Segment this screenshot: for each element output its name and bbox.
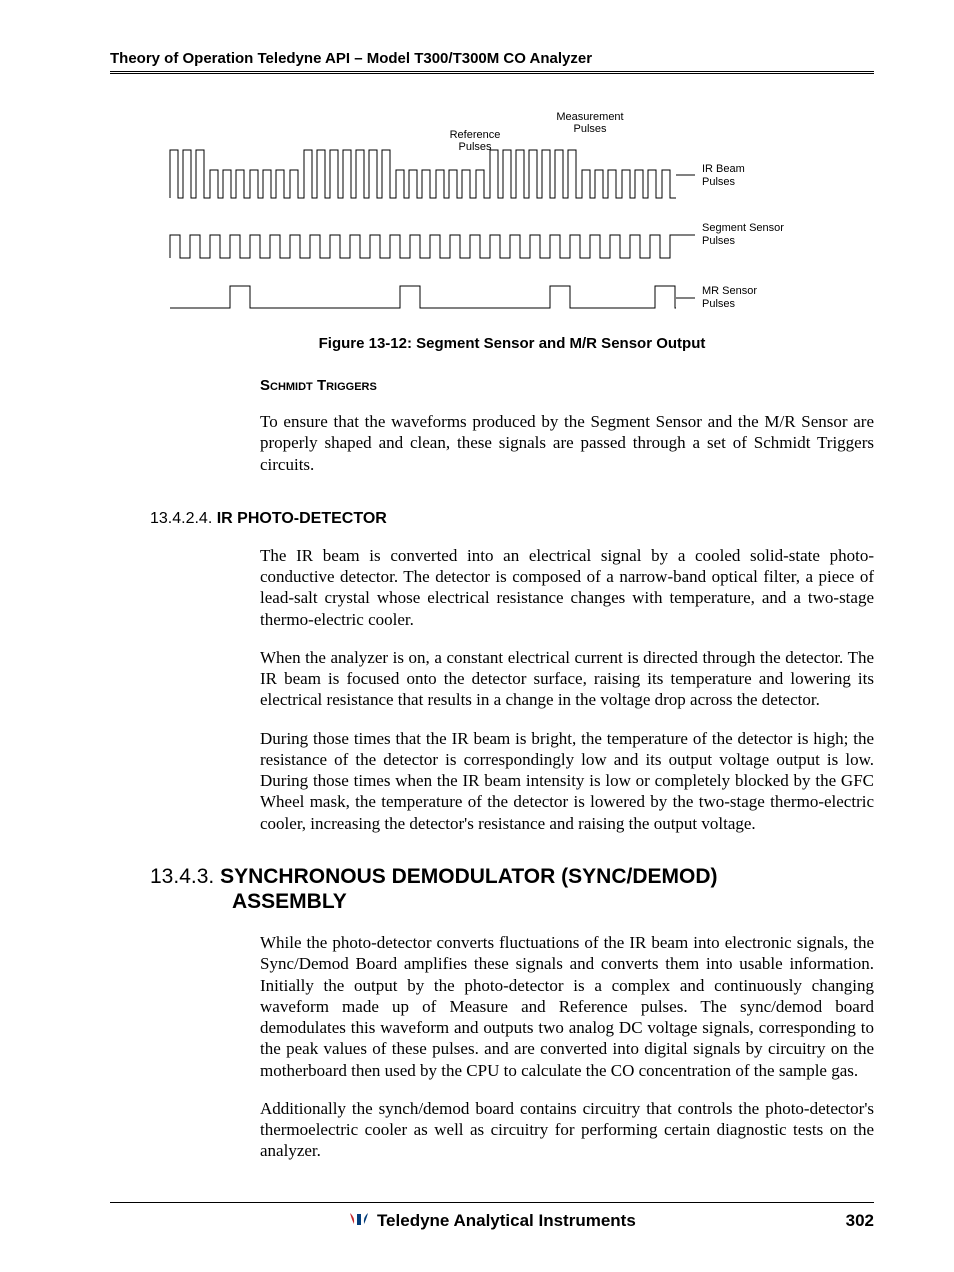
segment-sensor-label: Segment Sensor — [702, 222, 784, 234]
reference-pulses-label: Reference — [450, 129, 501, 141]
figure-caption: Figure 13-12: Segment Sensor and M/R Sen… — [150, 335, 874, 352]
mr-sensor-waveform — [170, 286, 676, 308]
measurement-pulses-label: Measurement — [556, 111, 623, 123]
photodetector-p1: The IR beam is converted into an electri… — [260, 545, 874, 630]
footer-line: Teledyne Analytical Instruments 302 — [110, 1211, 874, 1232]
section-number: 13.4.3. — [150, 865, 214, 888]
measurement-pulses-label2: Pulses — [573, 123, 607, 135]
footer-brand: Teledyne Analytical Instruments — [377, 1211, 636, 1230]
mr-sensor-label2: Pulses — [702, 298, 736, 310]
schmidt-triggers-heading: Schmidt Triggers — [260, 377, 874, 394]
section-title-line2: ASSEMBLY — [232, 889, 874, 914]
footer-rule — [110, 1202, 874, 1203]
header-rule — [110, 71, 874, 78]
segment-sensor-label2: Pulses — [702, 235, 736, 247]
figure-13-12: Measurement Pulses Reference Pulses IR B… — [150, 108, 874, 352]
photodetector-p2: When the analyzer is on, a constant elec… — [260, 647, 874, 711]
syncdemod-p1: While the photo-detector converts fluctu… — [260, 932, 874, 1081]
photodetector-p3: During those times that the IR beam is b… — [260, 728, 874, 834]
section-title: IR PHOTO-DETECTOR — [217, 510, 387, 527]
mr-sensor-label: MR Sensor — [702, 285, 757, 297]
section-title-line1: SYNCHRONOUS DEMODULATOR (SYNC/DEMOD) — [220, 865, 717, 888]
ir-beam-waveform — [170, 150, 676, 198]
ir-beam-label: IR Beam — [702, 163, 745, 175]
running-header: Theory of Operation Teledyne API – Model… — [110, 50, 874, 67]
section-13-4-3: 13.4.3. SYNCHRONOUS DEMODULATOR (SYNC/DE… — [150, 864, 874, 914]
reference-pulses-label2: Pulses — [458, 141, 492, 153]
page-footer: Teledyne Analytical Instruments 302 — [110, 1202, 874, 1232]
page: Theory of Operation Teledyne API – Model… — [0, 0, 954, 1272]
syncdemod-p2: Additionally the synch/demod board conta… — [260, 1098, 874, 1162]
page-number: 302 — [846, 1211, 874, 1231]
schmidt-paragraph: To ensure that the waveforms produced by… — [260, 411, 874, 475]
waveform-diagram: Measurement Pulses Reference Pulses IR B… — [150, 108, 870, 318]
section-13-4-2-4: 13.4.2.4. IR PHOTO-DETECTOR — [150, 510, 874, 528]
footer-logo-icon — [348, 1211, 370, 1232]
ir-beam-label2: Pulses — [702, 176, 736, 188]
section-number: 13.4.2.4. — [150, 510, 212, 528]
segment-sensor-waveform — [170, 235, 676, 258]
